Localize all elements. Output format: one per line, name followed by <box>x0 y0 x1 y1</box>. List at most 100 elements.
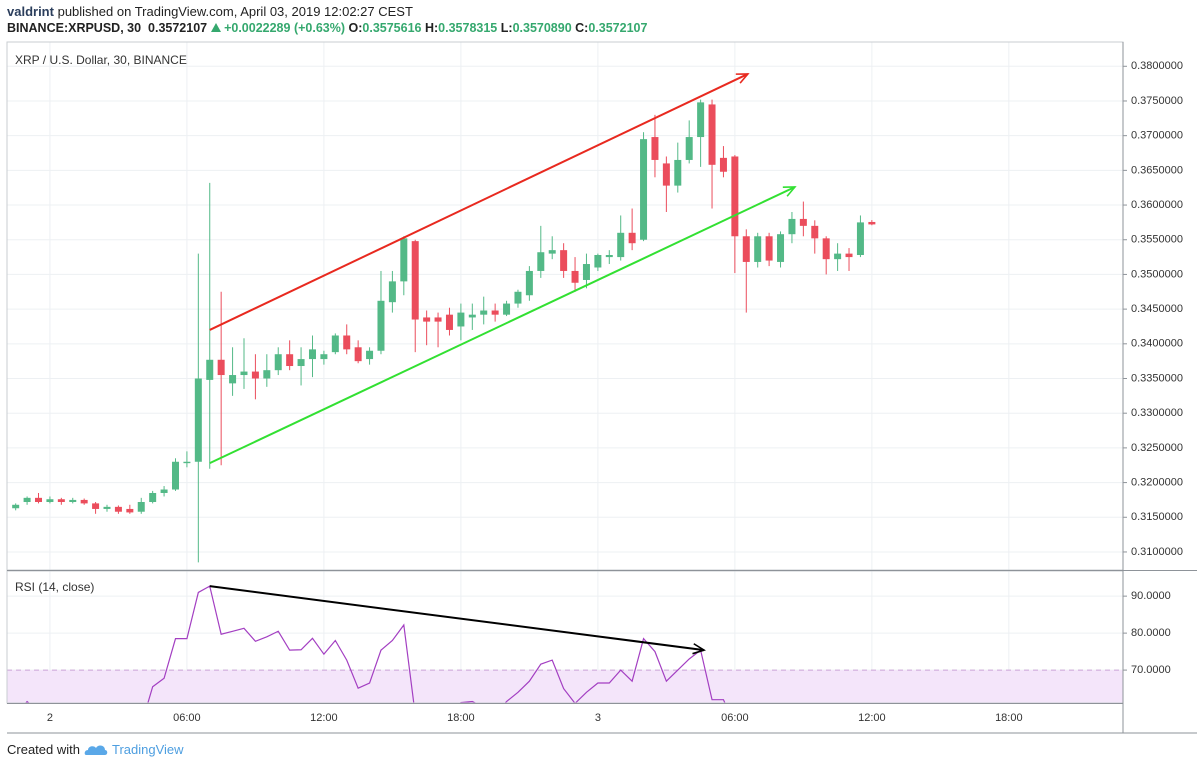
candle-body <box>765 236 773 261</box>
candle-body <box>194 378 202 462</box>
candle-body <box>423 317 431 322</box>
footer: Created with TradingView <box>7 742 184 757</box>
candle-body <box>35 497 43 503</box>
author[interactable]: valdrint <box>7 4 54 19</box>
candle-body <box>537 252 545 271</box>
high-label: H: <box>424 21 439 35</box>
candle-body <box>548 250 556 254</box>
price-pane <box>7 42 1123 570</box>
candle-body <box>445 314 453 330</box>
candle-body <box>114 506 122 512</box>
candle-body <box>377 300 385 351</box>
rsi-pane <box>7 571 1123 703</box>
candle-body <box>206 359 214 380</box>
y-tick-label: 0.3250000 <box>1131 442 1183 454</box>
candle-body <box>137 502 145 512</box>
chart: XRP / U.S. Dollar, 30, BINANCE RSI (14, … <box>6 41 1197 734</box>
candle-body <box>480 310 488 315</box>
y-tick-label: 0.3600000 <box>1131 199 1183 211</box>
price-pane-border <box>6 41 1124 571</box>
quote-line: BINANCE:XRPUSD, 30 0.3572107 +0.0022289 … <box>7 21 647 35</box>
y-tick-label: 0.3300000 <box>1131 407 1183 419</box>
candle-body <box>640 139 648 240</box>
y-tick-label: 0.3500000 <box>1131 268 1183 280</box>
candle-body <box>514 291 522 304</box>
candle-body <box>742 236 750 262</box>
candle-body <box>845 253 853 258</box>
y-tick-label: 0.3700000 <box>1131 130 1183 142</box>
open-label: O: <box>348 21 363 35</box>
brand[interactable]: TradingView <box>111 742 184 757</box>
candle-body <box>697 102 705 138</box>
trend-line <box>209 585 706 655</box>
y-tick-label: 0.3750000 <box>1131 95 1183 107</box>
close-label: C: <box>575 21 589 35</box>
change: +0.0022289 (+0.63%) <box>224 21 346 35</box>
candle-body <box>582 264 590 280</box>
candle-body <box>822 238 830 260</box>
trend-line <box>209 186 797 465</box>
candle-body <box>217 359 225 376</box>
candle-body <box>46 499 54 503</box>
publish-line: valdrint published on TradingView.com, A… <box>7 4 413 19</box>
candle-body <box>777 234 785 262</box>
candle-body <box>708 104 716 165</box>
candle-body <box>628 232 636 244</box>
y-tick-label: 0.3450000 <box>1131 303 1183 315</box>
x-tick-label: 18:00 <box>995 712 1023 724</box>
candle-body <box>171 461 179 490</box>
x-tick-label: 2 <box>47 712 53 724</box>
logo-icon[interactable] <box>84 743 108 757</box>
candle-body <box>868 221 876 225</box>
candle-body <box>92 503 100 509</box>
x-tick-label: 3 <box>595 712 601 724</box>
trend-line <box>209 73 750 331</box>
price-pane-title: XRP / U.S. Dollar, 30, BINANCE <box>15 53 187 67</box>
candle-body <box>491 310 499 315</box>
candle-body <box>400 238 408 282</box>
y-tick-label: 0.3800000 <box>1131 60 1183 72</box>
candle-body <box>354 347 362 362</box>
candle-body <box>320 354 328 360</box>
candle-body <box>263 370 271 379</box>
candle-body <box>126 508 134 513</box>
created-with: Created with <box>7 742 80 757</box>
candle-body <box>366 350 374 360</box>
candle-body <box>674 159 682 186</box>
y-tick-label: 0.3400000 <box>1131 338 1183 350</box>
candle-body <box>662 163 670 186</box>
candle-body <box>57 499 65 503</box>
candle-body <box>468 314 476 318</box>
candle-body <box>388 281 396 303</box>
candle-body <box>788 218 796 235</box>
rsi-line <box>24 585 726 703</box>
y-tick-label: 0.3100000 <box>1131 546 1183 558</box>
candle-body <box>811 225 819 239</box>
y-tick-label: 0.3150000 <box>1131 511 1183 523</box>
candle-body <box>80 499 88 504</box>
y-tick-label: 70.0000 <box>1131 664 1171 676</box>
low-label: L: <box>500 21 513 35</box>
candle-body <box>240 371 248 376</box>
candle-body <box>525 270 533 296</box>
candle-body <box>617 232 625 258</box>
candle-body <box>297 359 305 367</box>
candle-body <box>754 236 762 262</box>
candle-body <box>251 371 259 379</box>
candle-body <box>411 241 419 320</box>
candle-body <box>343 335 351 350</box>
candle-body <box>594 255 602 268</box>
close-value: 0.3572107 <box>588 21 648 35</box>
candle-body <box>229 375 237 384</box>
x-tick-label: 12:00 <box>858 712 886 724</box>
candle-body <box>183 461 191 464</box>
symbol: BINANCE:XRPUSD, 30 <box>7 21 142 35</box>
x-tick-label: 06:00 <box>173 712 201 724</box>
up-triangle <box>210 23 221 32</box>
candle-body <box>719 157 727 172</box>
candle-body <box>503 303 511 315</box>
candle-body <box>731 156 739 237</box>
candle-body <box>149 492 157 503</box>
x-tick-label: 18:00 <box>447 712 475 724</box>
